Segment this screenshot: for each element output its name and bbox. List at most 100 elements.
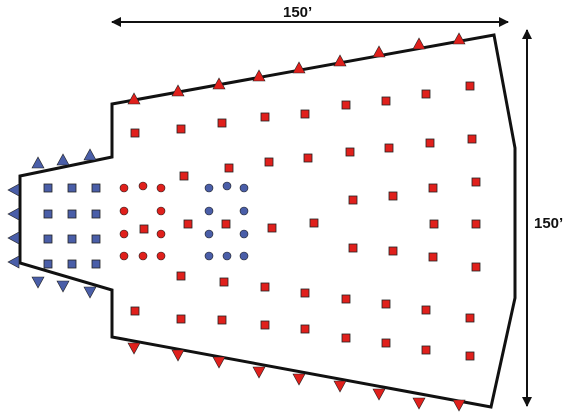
red-square-marker <box>421 305 431 315</box>
red-square-marker <box>384 143 394 153</box>
blue-circle-marker <box>222 251 232 261</box>
red-square-marker <box>341 100 351 110</box>
red-square-marker <box>428 183 438 193</box>
red-square-marker <box>471 219 481 229</box>
red-square-marker <box>139 224 149 234</box>
blue-square-marker <box>91 234 101 244</box>
red-triangle-marker <box>252 366 266 379</box>
blue-square-marker <box>91 259 101 269</box>
red-square-marker <box>300 288 310 298</box>
blue-circle-marker <box>204 229 214 239</box>
red-square-marker <box>264 157 274 167</box>
blue-triangle-marker <box>83 286 97 299</box>
red-square-marker <box>130 128 140 138</box>
red-square-marker <box>176 124 186 134</box>
red-square-marker <box>421 89 431 99</box>
blue-triangle-marker <box>31 276 45 289</box>
red-square-marker <box>130 306 140 316</box>
red-circle-marker <box>119 229 129 239</box>
blue-circle-marker <box>204 251 214 261</box>
red-triangle-marker <box>127 92 141 105</box>
blue-square-marker <box>67 259 77 269</box>
blue-triangle-marker <box>31 156 45 169</box>
red-square-marker <box>260 112 270 122</box>
red-square-marker <box>341 333 351 343</box>
red-circle-marker <box>138 181 148 191</box>
red-square-marker <box>179 171 189 181</box>
blue-circle-marker <box>204 206 214 216</box>
red-square-marker <box>471 177 481 187</box>
red-triangle-marker <box>171 84 185 97</box>
red-square-marker <box>176 314 186 324</box>
red-triangle-marker <box>171 349 185 362</box>
blue-square-marker <box>67 209 77 219</box>
blue-circle-marker <box>239 229 249 239</box>
red-square-marker <box>217 315 227 325</box>
red-square-marker <box>341 294 351 304</box>
red-square-marker <box>381 338 391 348</box>
red-square-marker <box>345 147 355 157</box>
blue-triangle-marker <box>7 183 20 197</box>
red-triangle-marker <box>412 397 426 410</box>
red-triangle-marker <box>212 77 226 90</box>
red-square-marker <box>388 191 398 201</box>
red-square-marker <box>381 299 391 309</box>
red-square-marker <box>348 243 358 253</box>
red-triangle-marker <box>372 388 386 401</box>
red-triangle-marker <box>372 45 386 58</box>
red-square-marker <box>224 163 234 173</box>
width-dimension-label: 150’ <box>283 4 313 21</box>
blue-square-marker <box>91 183 101 193</box>
red-circle-marker <box>156 229 166 239</box>
red-square-marker <box>221 219 231 229</box>
red-square-marker <box>309 218 319 228</box>
height-dimension-label: 150’ <box>534 215 564 232</box>
blue-triangle-marker <box>83 148 97 161</box>
blue-circle-marker <box>204 183 214 193</box>
red-triangle-marker <box>452 399 466 412</box>
blue-square-marker <box>67 183 77 193</box>
red-circle-marker <box>119 251 129 261</box>
red-square-marker <box>217 118 227 128</box>
blue-square-marker <box>43 234 53 244</box>
blue-triangle-marker <box>7 255 20 269</box>
red-circle-marker <box>156 251 166 261</box>
red-square-marker <box>388 246 398 256</box>
red-square-marker <box>429 219 439 229</box>
red-square-marker <box>425 138 435 148</box>
red-square-marker <box>465 313 475 323</box>
blue-triangle-marker <box>56 153 70 166</box>
red-square-marker <box>260 320 270 330</box>
blue-square-marker <box>67 234 77 244</box>
red-square-marker <box>348 195 358 205</box>
blue-square-marker <box>43 209 53 219</box>
red-square-marker <box>465 81 475 91</box>
red-square-marker <box>471 262 481 272</box>
red-square-marker <box>467 134 477 144</box>
blue-circle-marker <box>222 181 232 191</box>
blue-square-marker <box>43 183 53 193</box>
red-square-marker <box>428 252 438 262</box>
red-triangle-marker <box>333 54 347 67</box>
blue-triangle-marker <box>7 231 20 245</box>
red-square-marker <box>465 351 475 361</box>
red-circle-marker <box>138 251 148 261</box>
red-triangle-marker <box>412 37 426 50</box>
red-triangle-marker <box>333 380 347 393</box>
red-circle-marker <box>119 206 129 216</box>
red-square-marker <box>183 219 193 229</box>
red-square-marker <box>260 282 270 292</box>
blue-circle-marker <box>239 206 249 216</box>
blue-triangle-marker <box>56 280 70 293</box>
red-square-marker <box>176 271 186 281</box>
red-square-marker <box>300 324 310 334</box>
red-square-marker <box>267 223 277 233</box>
red-triangle-marker <box>452 32 466 45</box>
red-circle-marker <box>156 183 166 193</box>
blue-square-marker <box>91 209 101 219</box>
site-outline <box>18 33 517 409</box>
red-triangle-marker <box>127 342 141 355</box>
red-circle-marker <box>156 206 166 216</box>
red-square-marker <box>303 153 313 163</box>
